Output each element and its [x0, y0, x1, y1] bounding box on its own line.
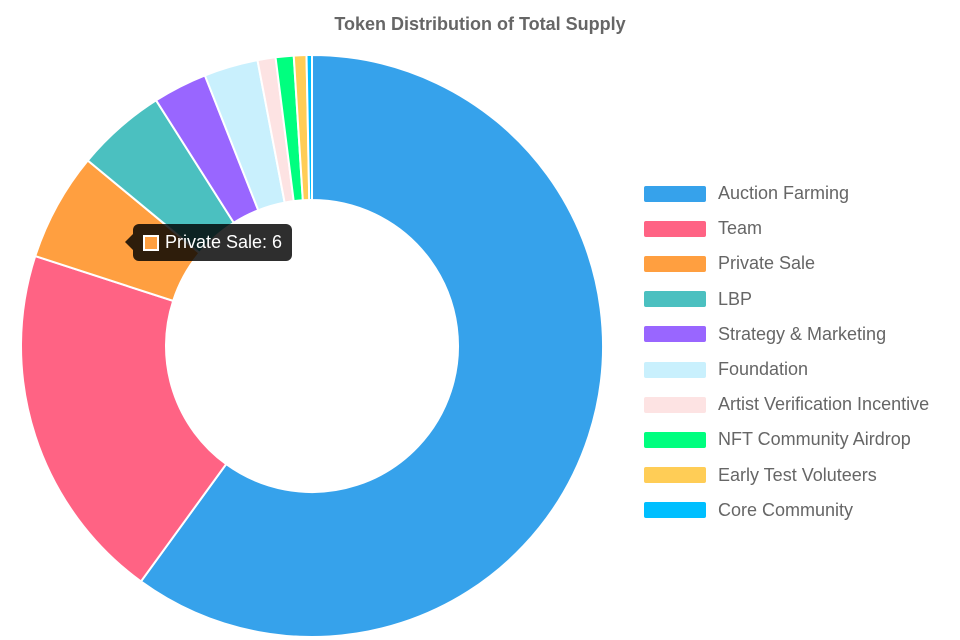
tooltip: Private Sale: 6 [124, 224, 293, 261]
legend-item-private-sale[interactable]: Private Sale [644, 246, 954, 281]
legend-label: NFT Community Airdrop [718, 429, 911, 450]
legend-item-nft-community-airdrop[interactable]: NFT Community Airdrop [644, 422, 954, 457]
legend-item-team[interactable]: Team [644, 211, 954, 246]
legend-swatch [644, 255, 706, 272]
legend-swatch [644, 502, 706, 519]
legend-item-artist-verification-incentive[interactable]: Artist Verification Incentive [644, 387, 954, 422]
slice-team[interactable] [20, 254, 228, 583]
legend-item-auction-farming[interactable]: Auction Farming [644, 176, 954, 211]
legend-label: Team [718, 218, 763, 239]
legend-item-lbp[interactable]: LBP [644, 282, 954, 317]
legend-swatch [644, 291, 706, 308]
legend-item-core-community[interactable]: Core Community [644, 493, 954, 528]
legend-swatch [644, 396, 706, 413]
legend-item-strategy-marketing[interactable]: Strategy & Marketing [644, 317, 954, 352]
slice-auction-farming[interactable] [139, 53, 604, 638]
slice-core-community[interactable] [305, 53, 313, 202]
legend-label: LBP [718, 288, 753, 309]
legend-swatch [644, 467, 706, 484]
legend-label: Auction Farming [718, 183, 850, 204]
legend-label: Foundation [718, 359, 809, 380]
tooltip-text: Private Sale: 6 [165, 232, 283, 252]
legend-swatch [644, 361, 706, 378]
legend-swatch [644, 185, 706, 202]
legend-label: Early Test Voluteers [718, 464, 877, 485]
legend-item-foundation[interactable]: Foundation [644, 352, 954, 387]
legend-swatch [644, 431, 706, 448]
legend-label: Private Sale [718, 253, 816, 274]
legend-label: Artist Verification Incentive [718, 394, 930, 415]
legend-swatch [644, 326, 706, 343]
legend-item-early-test-voluteers[interactable]: Early Test Voluteers [644, 458, 954, 493]
legend-swatch [644, 220, 706, 237]
chart-title: Token Distribution of Total Supply [334, 14, 626, 34]
legend: Auction Farming Team Private Sale LBP Strate… [644, 176, 954, 528]
legend-label: Core Community [718, 499, 854, 520]
tooltip-swatch [143, 234, 159, 251]
legend-label: Strategy & Marketing [718, 323, 887, 344]
